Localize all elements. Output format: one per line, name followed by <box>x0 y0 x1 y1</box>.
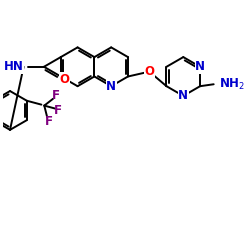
Text: O: O <box>144 65 154 78</box>
Text: F: F <box>54 104 62 117</box>
Text: N: N <box>178 90 188 102</box>
Text: NH$_2$: NH$_2$ <box>220 77 245 92</box>
Text: HN: HN <box>4 60 24 73</box>
Text: N: N <box>106 80 116 93</box>
Text: N: N <box>195 60 205 73</box>
Text: O: O <box>60 73 70 86</box>
Text: F: F <box>52 90 60 102</box>
Text: F: F <box>45 114 53 128</box>
